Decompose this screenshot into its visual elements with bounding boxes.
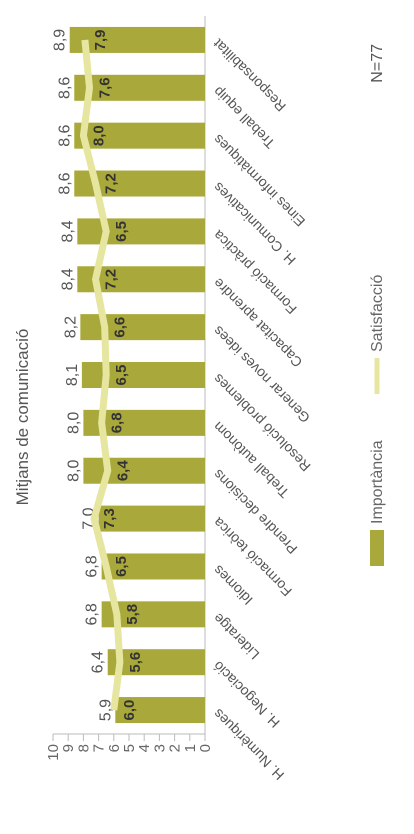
category-label: Idiomes <box>210 562 256 608</box>
satisfaction-value-label: 5,6 <box>127 652 144 673</box>
importance-value-label: 8,4 <box>59 220 76 242</box>
satisfaction-value-label: 8,0 <box>90 125 107 146</box>
importance-value-label: 8,2 <box>62 316 79 338</box>
importance-value-label: 8,0 <box>65 460 82 482</box>
satisfaction-value-label: 7,6 <box>96 77 113 98</box>
y-tick-label: 1 <box>182 744 199 752</box>
legend-label-satisfaction: Satisfacció <box>369 275 386 352</box>
y-tick-label: 8 <box>75 744 92 752</box>
y-tick-label: 3 <box>151 744 168 752</box>
importance-bar <box>74 122 205 149</box>
satisfaction-value-label: 6,5 <box>113 556 130 577</box>
y-tick-label: 4 <box>136 744 153 752</box>
category-label: Capacitat aprendre <box>210 275 306 371</box>
importance-value-label: 8,9 <box>52 29 69 51</box>
satisfaction-value-label: 7,9 <box>92 30 109 51</box>
importance-value-label: 8,1 <box>64 364 81 386</box>
importance-bar <box>69 26 205 53</box>
satisfaction-value-label: 5,8 <box>124 604 141 625</box>
satisfaction-value-label: 6,4 <box>115 460 132 482</box>
satisfaction-labels: 6,0 5,6 5,8 6,5 7,3 6,4 6,8 6,5 6,6 7,2 6,5 7,2 8,0 7… <box>90 30 143 721</box>
importance-value-label: 8,6 <box>56 77 73 99</box>
satisfaction-value-label: 6,0 <box>121 700 138 721</box>
satisfaction-series-line <box>79 39 124 711</box>
importance-bar <box>101 553 205 580</box>
satisfaction-value-label: 6,5 <box>113 365 130 386</box>
importance-bar <box>77 218 205 245</box>
importance-value-label: 8,0 <box>65 412 82 434</box>
category-label: H. Comunicatives <box>210 179 299 268</box>
importance-bar <box>98 505 205 532</box>
y-tick-label: 0 <box>197 744 214 752</box>
importance-bar <box>74 74 205 101</box>
importance-bars <box>69 26 205 724</box>
legend: Importància Satisfacció <box>369 275 386 566</box>
y-tick-label: 9 <box>60 744 77 752</box>
chart-title: Mitjans de comunicació <box>13 329 32 506</box>
legend-swatch-importance <box>370 530 384 566</box>
importance-bar <box>74 170 205 197</box>
y-tick-label: 2 <box>167 744 184 752</box>
importance-value-label: 6,8 <box>84 603 101 625</box>
importance-bar <box>81 362 205 388</box>
satisfaction-value-label: 7,2 <box>103 173 120 194</box>
y-tick-label: 10 <box>45 744 62 761</box>
importance-bar <box>83 457 205 484</box>
importance-bar <box>115 697 205 724</box>
category-label: Formació pràctica <box>210 227 300 317</box>
y-tick-label: 5 <box>121 744 138 752</box>
category-label: Eines informàtiques <box>210 132 308 230</box>
importance-bar <box>77 266 205 293</box>
satisfaction-value-label: 7,2 <box>103 269 120 290</box>
satisfaction-value-label: 6,5 <box>113 221 130 242</box>
importance-bar <box>80 314 205 341</box>
importance-bar <box>83 409 205 436</box>
category-label: Lideratge <box>210 610 263 663</box>
satisfaction-value-label: 7,3 <box>101 508 118 529</box>
importance-value-label: 8,6 <box>56 124 73 146</box>
y-tick-label: 6 <box>106 744 123 752</box>
satisfaction-value-label: 6,8 <box>109 412 126 433</box>
satisfaction-value-label: 6,6 <box>112 317 129 338</box>
importance-value-label: 8,6 <box>56 172 73 194</box>
importance-value-label: 8,4 <box>59 268 76 290</box>
importance-value-label: 6,8 <box>84 555 101 577</box>
satisfaction-line <box>79 39 124 711</box>
importance-value-label: 6,4 <box>90 651 107 673</box>
category-label: Prendre decisions <box>210 467 301 558</box>
importance-bar <box>101 601 205 628</box>
importance-bar <box>107 649 205 676</box>
importance-value-label: 5,9 <box>97 699 114 721</box>
legend-label-importance: Importància <box>369 440 386 524</box>
y-tick-label: 7 <box>91 744 108 752</box>
sample-size-note: N=77 <box>369 44 386 83</box>
